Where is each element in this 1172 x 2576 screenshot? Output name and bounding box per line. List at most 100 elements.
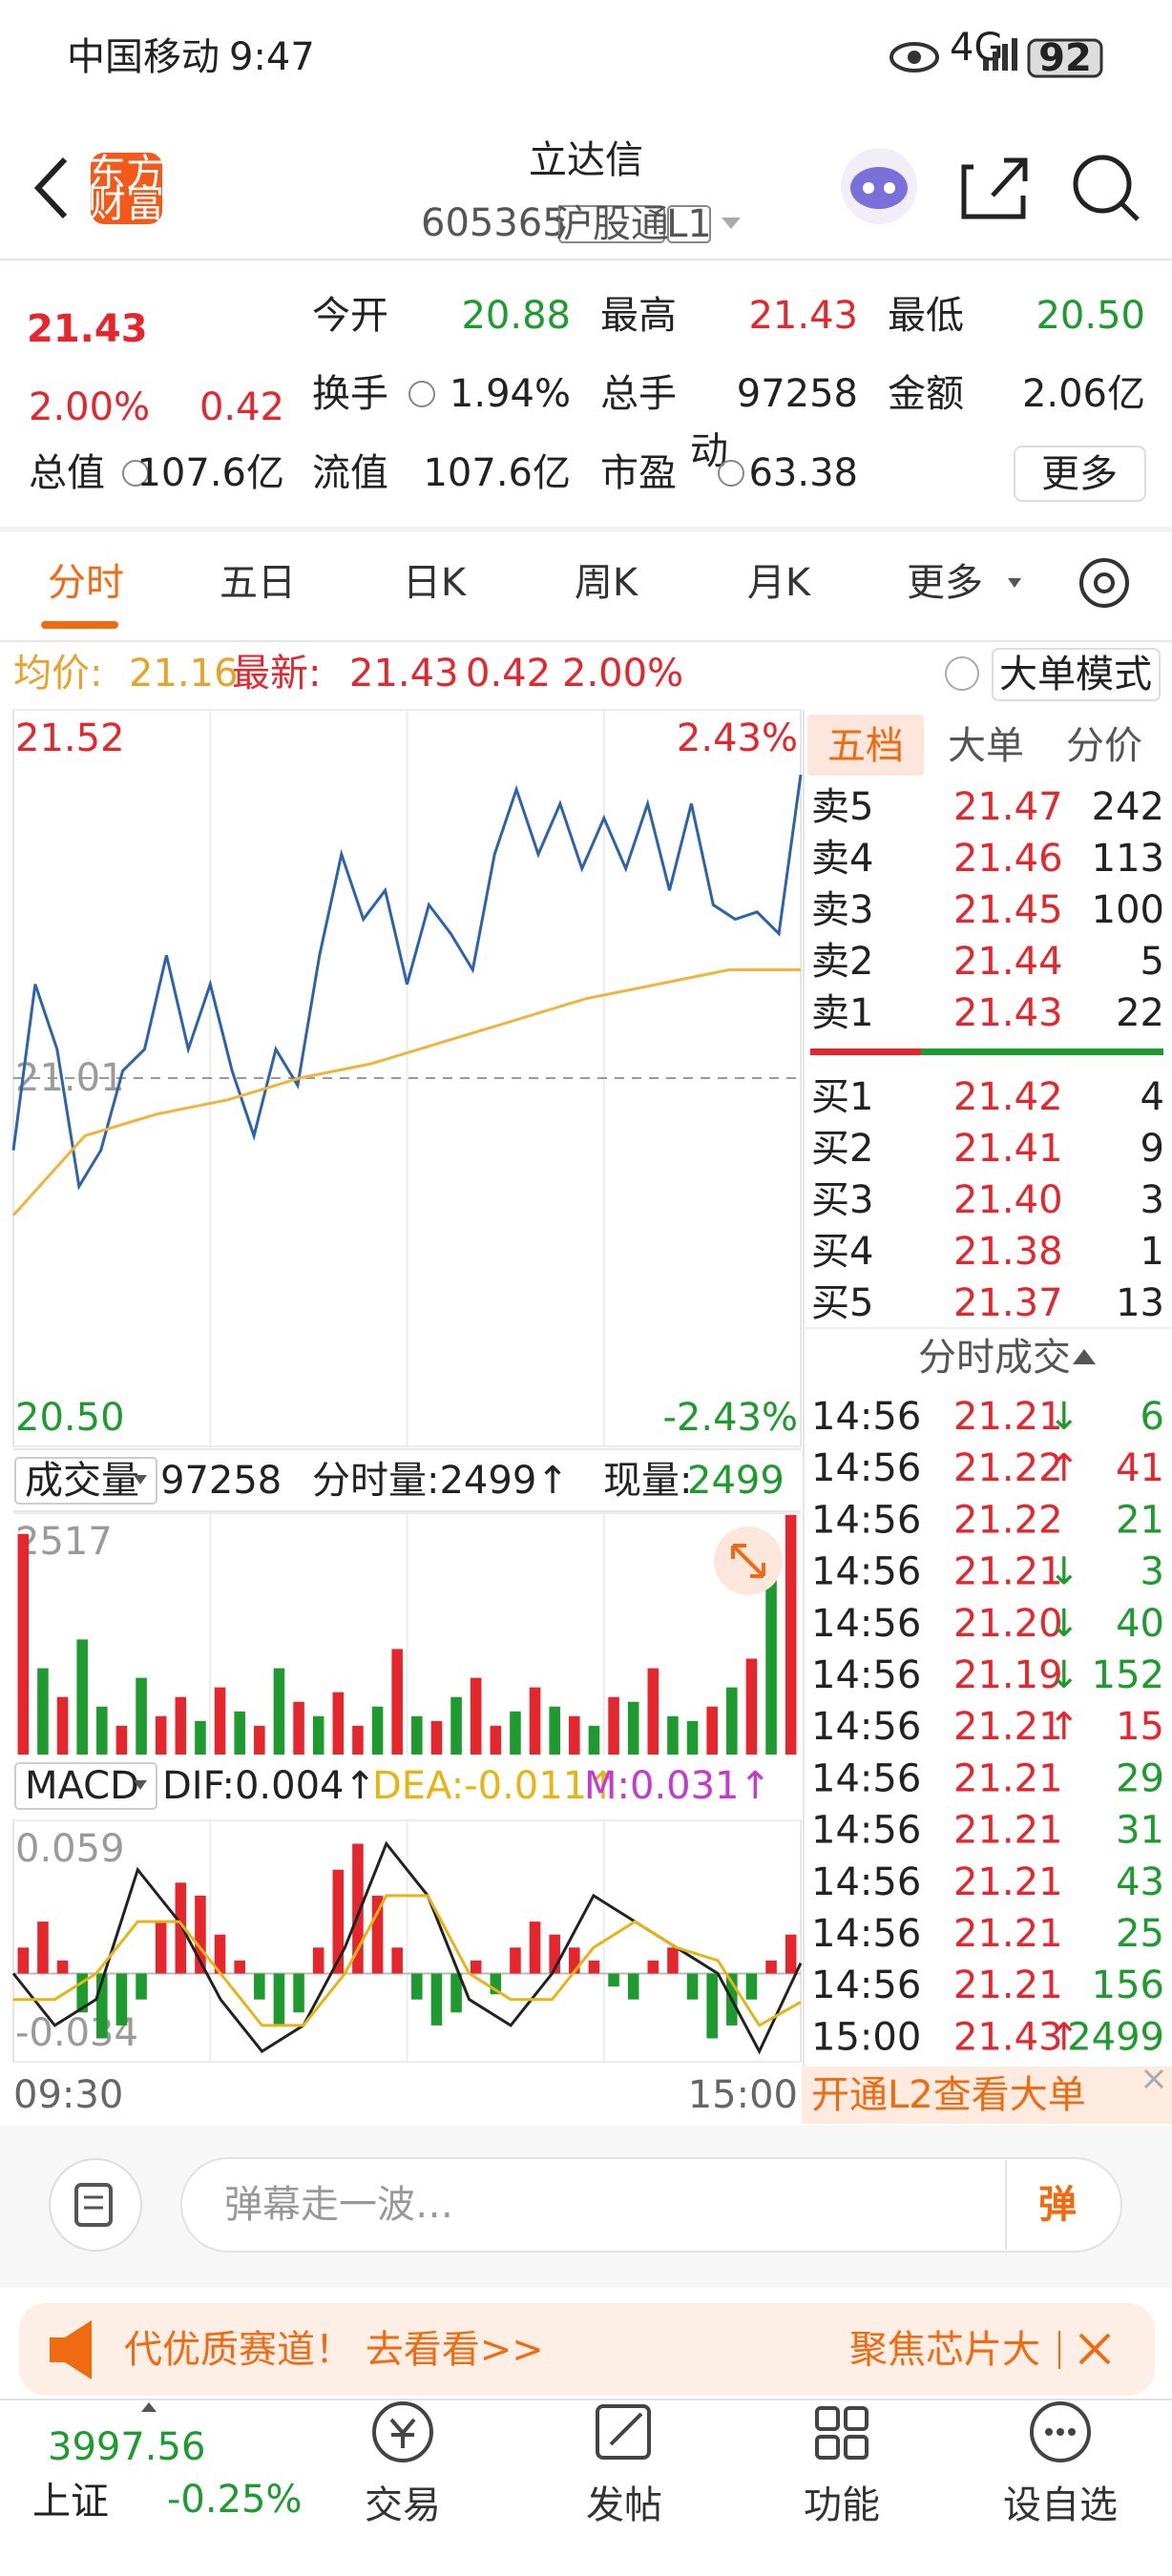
index-value[interactable]: 3997.56 [48, 2425, 205, 2469]
info-icon[interactable] [122, 460, 149, 487]
selector[interactable] [14, 1457, 157, 1505]
level-price: 21.44 [953, 940, 1063, 984]
settings-icon[interactable] [1079, 558, 1129, 608]
field-label: 最高 [600, 294, 677, 338]
banner-text[interactable]: 聚焦芯片大 [849, 2328, 1040, 2372]
bar [312, 1947, 324, 1974]
book-tab[interactable]: 大单 [948, 724, 1024, 768]
level-volume: 4 [1141, 1075, 1164, 1119]
tab[interactable]: 分时 [48, 561, 124, 605]
level-volume: 1 [1141, 1230, 1164, 1274]
tab[interactable]: 更多 [907, 561, 983, 605]
trade-volume: 2499 [1067, 2015, 1164, 2059]
field-label: 市盈 [600, 451, 677, 495]
bar [470, 1960, 482, 1974]
field-label: 流值 [312, 451, 388, 495]
trade-volume: 15 [1116, 1705, 1164, 1749]
dropdown-arrow[interactable] [134, 1475, 147, 1485]
l2-promo[interactable]: 开通L2查看大单 [811, 2073, 1086, 2117]
trade-volume: 21 [1116, 1498, 1164, 1542]
dropdown-arrow[interactable] [722, 218, 741, 229]
comment-input[interactable] [180, 2157, 1122, 2253]
danmaku-button[interactable]: 弹 [1038, 2183, 1077, 2227]
bar [136, 1973, 147, 2000]
index-change[interactable]: -0.25% [167, 2478, 303, 2522]
trade-price: 21.22 [953, 1446, 1063, 1490]
change-pct: 2.00% [29, 385, 150, 429]
close-icon[interactable] [1078, 2333, 1111, 2365]
bar [588, 1725, 600, 1755]
nav-label[interactable]: 功能 [804, 2483, 880, 2527]
bar [549, 1706, 560, 1755]
bar [155, 1922, 167, 1974]
current-label: 现量: [603, 1459, 692, 1503]
book-tab[interactable]: 五档 [827, 724, 904, 768]
watchlist-icon[interactable] [1030, 2401, 1091, 2462]
nav-label[interactable]: 设自选 [1003, 2483, 1118, 2527]
bar [17, 1533, 30, 1755]
comment-placeholder[interactable]: 弹幕走一波… [224, 2183, 453, 2227]
series-line [11, 968, 801, 1216]
index-name[interactable]: 上证 [32, 2480, 109, 2524]
book-tab[interactable]: 分价 [1066, 724, 1142, 768]
mode-button[interactable] [992, 648, 1161, 701]
more-button-text[interactable]: 更多 [1041, 452, 1118, 496]
expand-icon[interactable] [714, 1527, 783, 1595]
tab[interactable]: 日K [403, 561, 468, 605]
more-button[interactable] [1014, 446, 1146, 502]
trade-time: 14:56 [811, 1498, 921, 1542]
trade-price: 21.21 [953, 1912, 1063, 1956]
trade-price: 21.21 [953, 1756, 1063, 1800]
expand-arrow[interactable] [141, 2402, 157, 2412]
tick-volume: 分时量:2499↑ [312, 1459, 569, 1503]
tab[interactable]: 月K [747, 561, 812, 605]
badge [667, 205, 711, 243]
search-icon[interactable] [1073, 155, 1140, 221]
info-icon[interactable] [718, 460, 744, 487]
nav-label[interactable]: 发帖 [586, 2483, 662, 2527]
y-tick-label: 21.52 [15, 717, 125, 760]
selector[interactable] [14, 1762, 157, 1810]
bar [115, 1725, 128, 1755]
dropdown-arrow[interactable] [134, 1780, 147, 1790]
post-icon[interactable] [596, 2404, 651, 2460]
help-icon[interactable] [945, 656, 979, 691]
info-icon[interactable] [408, 381, 435, 407]
selector-text[interactable]: MACD [25, 1764, 139, 1808]
l2-promo-bg[interactable] [802, 2067, 1172, 2124]
bar [785, 1934, 797, 1974]
mode-button-text[interactable]: 大单模式 [999, 653, 1152, 696]
dropdown-arrow[interactable] [1008, 578, 1021, 588]
stock-name: 立达信 [529, 138, 643, 182]
back-button[interactable] [33, 156, 68, 219]
bar [56, 1960, 69, 1974]
level-price: 21.43 [953, 991, 1063, 1035]
field-label: 最低 [888, 294, 964, 338]
assistant-icon[interactable] [841, 148, 917, 224]
bar [391, 1947, 403, 1974]
x-tick-label: 15:00 [688, 2073, 798, 2117]
danmaku-icon[interactable] [49, 2158, 142, 2252]
trade-price: 21.21 [953, 1860, 1063, 1904]
banner-text[interactable]: 代优质赛道！ 去看看>> [124, 2328, 544, 2372]
bar [332, 1869, 345, 1974]
collapse-arrow[interactable] [1073, 1349, 1096, 1364]
close-icon[interactable] [1143, 2068, 1164, 2089]
features-icon[interactable] [815, 2406, 869, 2460]
share-icon[interactable] [961, 157, 1028, 219]
selector-text[interactable]: 成交量 [25, 1459, 139, 1503]
banner[interactable] [19, 2303, 1155, 2396]
nav-label[interactable]: 交易 [365, 2483, 441, 2527]
level-price: 21.46 [953, 837, 1063, 881]
level-label: 卖1 [811, 991, 873, 1035]
bar [765, 1960, 777, 1974]
level-price: 21.47 [953, 785, 1063, 829]
field-label: 总值 [29, 451, 105, 495]
tab[interactable]: 五日 [220, 561, 296, 605]
tab[interactable]: 周K [575, 561, 639, 605]
trade-price: 21.22 [953, 1498, 1063, 1542]
level-label: 买3 [811, 1178, 873, 1222]
trade-icon[interactable] [372, 2401, 433, 2462]
trade-volume: 41 [1116, 1446, 1164, 1490]
bar [510, 1711, 521, 1755]
